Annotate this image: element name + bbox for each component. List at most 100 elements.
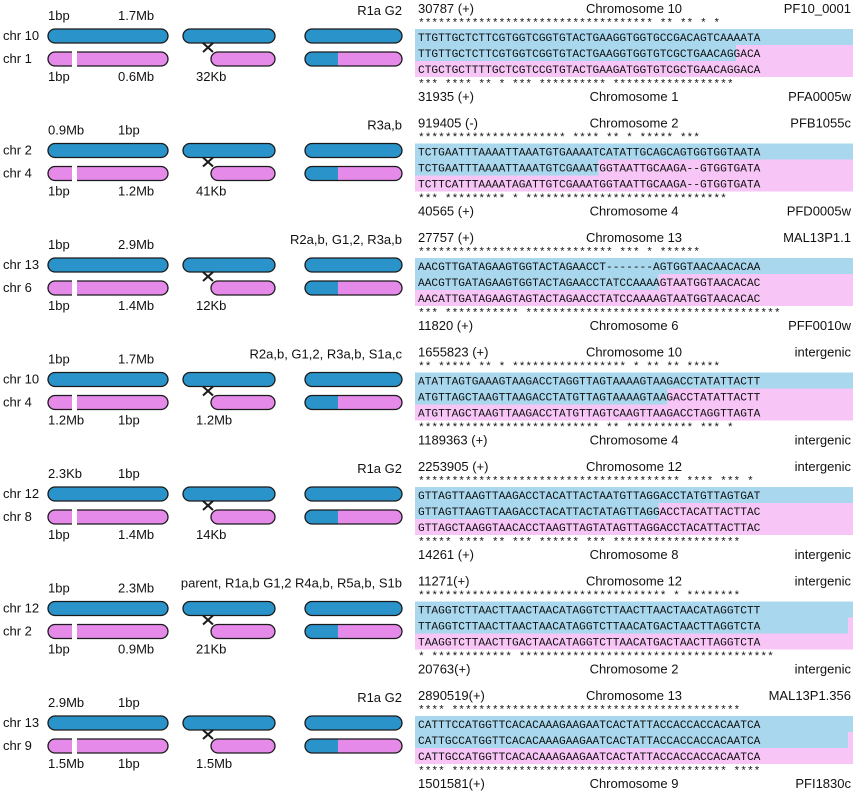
alignment-top-position: 1655823 (+)	[418, 345, 488, 360]
row2-highlight-right	[658, 503, 853, 519]
consensus-bottom: **** ***********************************…	[418, 766, 760, 778]
row1-highlight	[415, 716, 853, 732]
recombination-top-arm	[182, 257, 276, 273]
alignment-bottom-chromosome: Chromosome 6	[590, 318, 679, 333]
sequence-row-2: TTAGGTCTTAACTTAACTAACATAGGTCTTAACATGACTA…	[418, 622, 761, 634]
alignment-bottom-gene: PFF0010w	[788, 318, 851, 333]
result-chromosome-bottom	[305, 510, 402, 524]
alignment-bottom-gene: intergenic	[795, 433, 852, 448]
sequence-row-2: GTTAGTTAAGTTAAGACCTACATTACTATAGTTAGGACCT…	[418, 507, 761, 519]
alignment-top-position: 11271(+)	[418, 574, 469, 589]
sequence-row-2: TCTGAATTTAAAATTAAATGTCGAAATGGTAATTGCAAGA…	[418, 164, 761, 176]
top-left-coordinate: 1bp	[48, 237, 70, 252]
sequence-row-2: AACGTTGATAGAAGTGGTACTAGAACCTATCCAAAAGTAA…	[418, 278, 761, 290]
result-chromosome-bottom-left-segment	[305, 395, 338, 410]
top-right-coordinate: 2.3Mb	[118, 581, 154, 596]
result-chromosome-bottom-left-segment	[305, 739, 338, 753]
alignment-bottom-gene: PFA0005w	[788, 89, 851, 104]
row2-highlight-right	[848, 732, 853, 748]
consensus-bottom: * ************ *************************…	[418, 652, 774, 664]
row1-highlight	[415, 487, 853, 503]
bottom-chromosome	[47, 280, 169, 296]
recombination-bottom-arm	[210, 394, 276, 411]
row3-highlight	[415, 633, 853, 650]
breakpoint-gap	[72, 278, 77, 298]
bottom-left-coordinate: 1.5Mb	[48, 756, 84, 771]
sequence-row-3: AACATTGATAGAAGTAGTACTAGAACCTATCCAAAAGTAA…	[418, 294, 761, 306]
top-chromosome	[47, 715, 169, 731]
alignment-bottom-gene: intergenic	[795, 547, 852, 562]
panel-6: 1bp 2.3Mb chr 12 chr 2 1bp 0.9Mb 21Kb parent, R…	[3, 574, 853, 677]
result-chromosome-bottom-outline	[304, 623, 403, 640]
alignment-top-gene: PF10_0001	[784, 1, 851, 16]
breakpoint-gap	[72, 163, 77, 184]
result-chromosome-bottom-left-segment	[305, 281, 338, 295]
alignment-bottom-gene: intergenic	[795, 662, 852, 677]
alignment-bottom-chromosome: Chromosome 4	[590, 433, 679, 448]
result-chromosome-bottom	[305, 739, 402, 753]
alignment-bottom-chromosome: Chromosome 1	[590, 89, 679, 104]
sequence-row-1: ATATTAGTGAAAGTAAGACCTAGGTTAGTAAAAGTAAGAC…	[418, 377, 761, 389]
row3-highlight	[415, 519, 853, 535]
bottom-chromosome-label: chr 8	[3, 509, 32, 524]
result-chromosome-bottom-right-segment	[337, 52, 402, 66]
top-chromosome	[47, 600, 169, 617]
recombination-distance: 32Kb	[196, 69, 226, 84]
alignment-top-chromosome: Chromosome 12	[586, 459, 682, 474]
alignment-top-chromosome: Chromosome 10	[586, 345, 682, 360]
result-chromosome-bottom-right-segment	[337, 281, 402, 295]
bottom-chromosome	[47, 394, 169, 411]
row1-highlight	[415, 372, 853, 389]
alignment-top-chromosome: Chromosome 12	[586, 574, 682, 589]
result-chromosome-bottom-left-segment	[305, 166, 338, 181]
bottom-left-coordinate: 1bp	[48, 527, 70, 542]
result-chromosome-bottom-left-segment	[305, 510, 338, 524]
alignment-top-gene: MAL13P1.356	[769, 688, 851, 703]
top-chromosome-label: chr 12	[3, 601, 39, 616]
alignment-bottom-position: 31935 (+)	[418, 89, 474, 104]
bottom-chromosome	[47, 623, 169, 640]
bottom-left-coordinate: 1bp	[48, 298, 70, 313]
bottom-chromosome-label: chr 6	[3, 280, 32, 295]
result-chromosome-top	[304, 371, 403, 388]
consensus-bottom: *** *********** ************************…	[418, 308, 781, 320]
top-chromosome-label: chr 10	[3, 28, 39, 43]
clone-list: R2a,b, G1,2, R3a,b	[290, 232, 402, 247]
clone-list: parent, R1a,b G1,2 R4a,b, R5a,b, S1b	[181, 576, 402, 591]
bottom-chromosome-label: chr 4	[3, 395, 32, 410]
recombination-bottom-arm	[210, 738, 276, 754]
alignment-bottom-position: 20763(+)	[418, 662, 470, 677]
result-chromosome-bottom	[305, 166, 402, 181]
recombination-distance: 14Kb	[196, 527, 226, 542]
top-right-coordinate: 2.9Mb	[118, 237, 154, 252]
bottom-left-coordinate: 1.2Mb	[48, 413, 84, 428]
alignment-top-position: 2253905 (+)	[418, 459, 488, 474]
panel-4: 1bp 1.7Mb chr 10 chr 4 1.2Mb 1bp 1.2Mb R2a,b, G…	[3, 345, 853, 448]
bottom-chromosome	[47, 51, 169, 67]
crossover-mark	[202, 156, 214, 168]
row2-highlight-left	[415, 159, 599, 176]
alignment-bottom-chromosome: Chromosome 4	[590, 204, 679, 219]
consensus-top: **** ***********************************…	[418, 705, 740, 717]
result-chromosome-bottom-outline	[304, 509, 403, 525]
consensus-bottom: *************************** ** *********…	[418, 423, 734, 435]
alignment-bottom-chromosome: Chromosome 9	[590, 776, 679, 791]
crossover-mark	[202, 385, 214, 397]
top-left-coordinate: 1bp	[48, 581, 70, 596]
bottom-right-coordinate: 0.6Mb	[118, 69, 154, 84]
alignment-bottom-chromosome: Chromosome 2	[590, 662, 679, 677]
recombination-top-arm	[182, 715, 276, 731]
result-chromosome-bottom-right-segment	[337, 624, 402, 639]
sequence-row-1: GTTAGTTAAGTTAAGACCTACATTACTAATGTTAGGACCT…	[418, 491, 761, 503]
clone-list: R3a,b	[367, 118, 402, 133]
row2-highlight-right	[667, 388, 853, 405]
top-right-coordinate: 1bp	[118, 695, 140, 710]
row2-highlight-left	[415, 617, 848, 634]
alignment-bottom-position: 1501581(+)	[418, 776, 485, 791]
sequence-row-3: CATTGCCATGGTTCACACAAAGAAGAATCACTATTACCAC…	[418, 752, 761, 764]
bottom-right-coordinate: 1.2Mb	[118, 184, 154, 199]
row3-highlight	[415, 404, 853, 421]
consensus-top: ********************** **** ** * ***** *…	[418, 133, 700, 145]
recombination-distance: 21Kb	[196, 642, 226, 657]
